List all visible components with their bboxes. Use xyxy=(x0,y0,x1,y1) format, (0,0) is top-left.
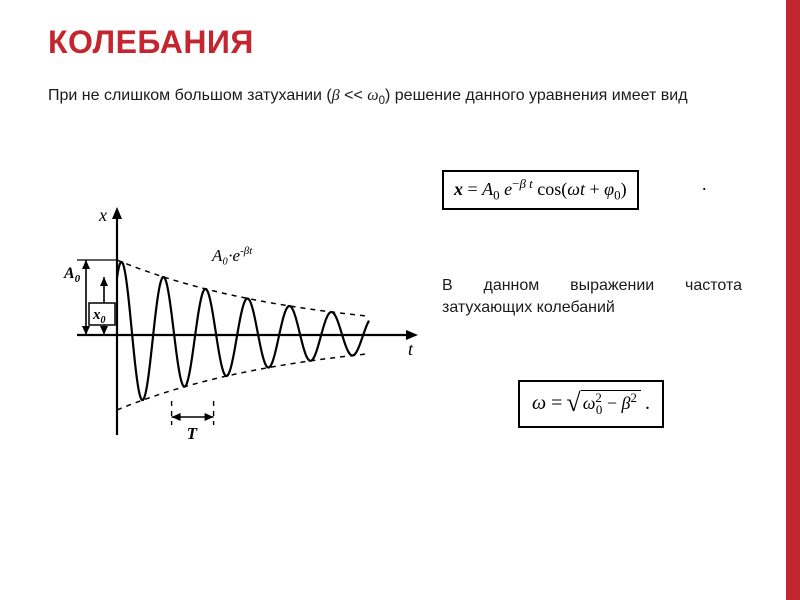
f1-x: x xyxy=(454,179,463,199)
formula-solution: x = A0 e−β t cos(ωt + φ0) xyxy=(442,170,639,210)
sqrt-icon: √ ω20 − β2 xyxy=(566,390,641,418)
f2-period: . xyxy=(645,392,650,415)
page-title: КОЛЕБАНИЯ xyxy=(48,24,254,61)
f1-omega: ω xyxy=(567,179,580,199)
f2-omega: ω xyxy=(532,392,546,414)
damped-oscillation-diagram: xtA₀·e-βtA0x0T xyxy=(62,205,422,455)
f1-A: A xyxy=(482,179,493,199)
f2-eq: = xyxy=(546,392,562,414)
f1-close: ) xyxy=(621,179,627,199)
f1-exp: −β t xyxy=(512,176,533,191)
svg-text:A₀·e-βt: A₀·e-βt xyxy=(211,245,253,265)
f1-plus: + xyxy=(585,179,604,199)
intro-beta: β xyxy=(332,87,340,104)
f2-sq-b: 2 xyxy=(631,390,637,405)
accent-bar xyxy=(786,0,800,600)
body-text-frequency: В данном выражении частота затухающих ко… xyxy=(442,275,742,320)
svg-text:t: t xyxy=(408,339,414,359)
formula-frequency: ω = √ ω20 − β2 . xyxy=(518,380,664,428)
svg-text:T: T xyxy=(187,424,198,443)
f2-beta: β xyxy=(622,393,631,413)
f1-cos: cos xyxy=(533,179,562,199)
intro-rel: << xyxy=(340,87,368,104)
svg-text:x: x xyxy=(98,205,107,225)
f1-eq: = xyxy=(463,179,482,199)
f1-exp-t: t xyxy=(526,176,533,191)
f2-omega-in: ω xyxy=(583,393,596,413)
f1-e: e xyxy=(500,179,513,199)
intro-pre: При не слишком большом затухании ( xyxy=(48,87,332,104)
f2-minus: − xyxy=(602,393,621,413)
intro-text: При не слишком большом затухании (β << ω… xyxy=(48,84,708,110)
f1-phi: φ xyxy=(604,179,614,199)
svg-text:A0: A0 xyxy=(63,265,81,285)
intro-omega: ω xyxy=(367,87,378,104)
f1-period: . xyxy=(702,174,707,195)
intro-post: ) решение данного уравнения имеет вид xyxy=(385,87,688,104)
